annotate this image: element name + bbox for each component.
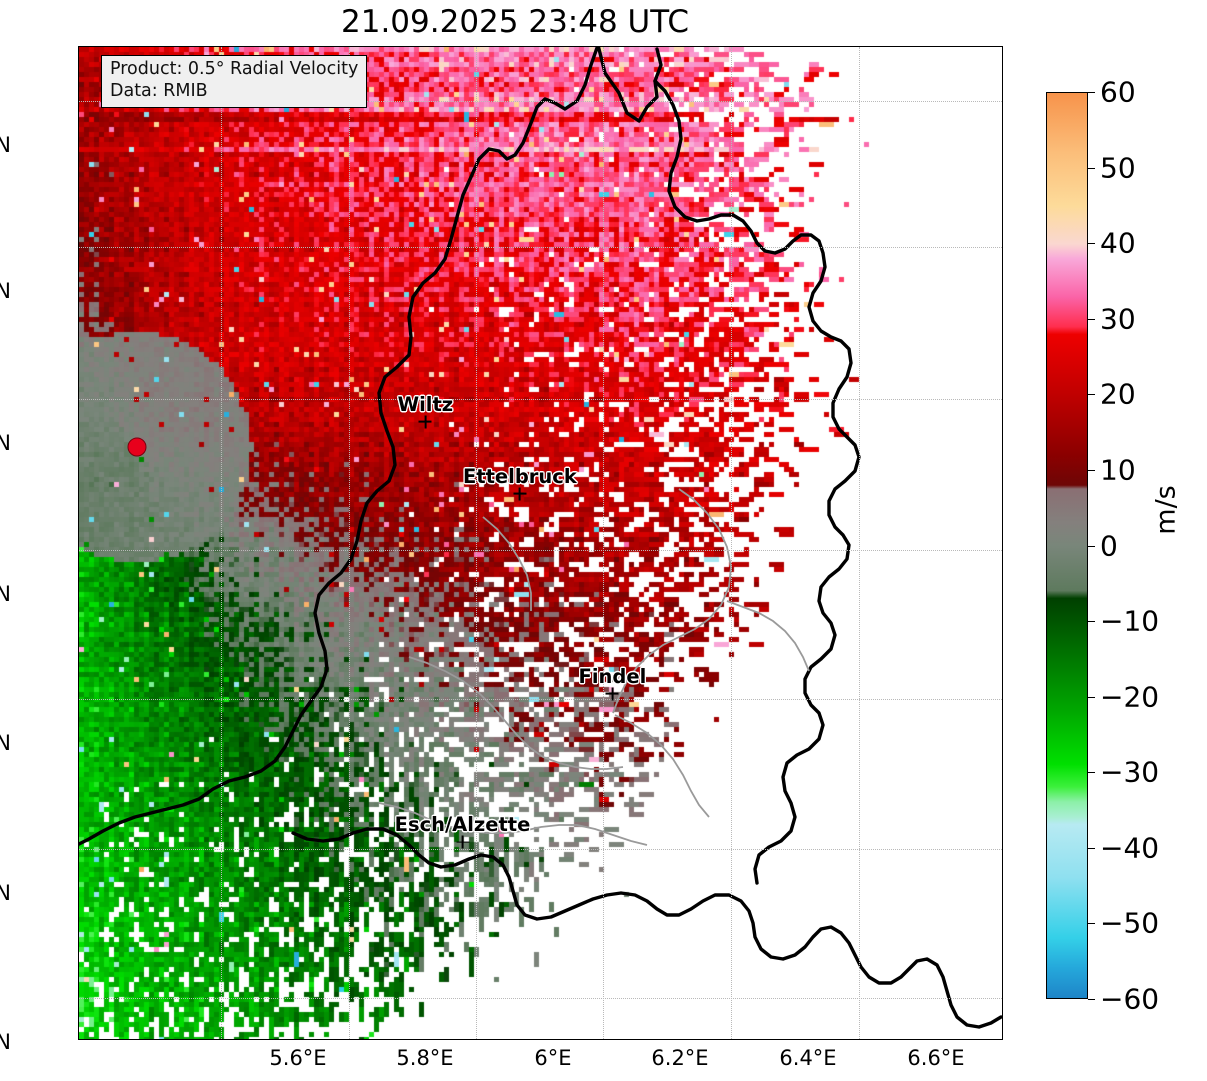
colorbar-tick [1088, 923, 1095, 925]
x-tick-label: 6.2°E [651, 1046, 709, 1070]
x-tick-label: 6°E [534, 1046, 572, 1070]
info-product-line: Product: 0.5° Radial Velocity [110, 59, 359, 79]
city-cross-icon [456, 836, 469, 849]
y-tick-label: 49.35°N [0, 1030, 11, 1054]
colorbar-tick-label: −40 [1100, 831, 1160, 865]
city-label: Ettelbruck [462, 464, 577, 488]
colorbar-tick-label: 50 [1100, 151, 1136, 185]
colorbar-tick-label: −50 [1100, 906, 1160, 940]
river-line-5 [726, 600, 810, 672]
x-tick-label: 6.6°E [907, 1046, 965, 1070]
colorbar-tick [1088, 621, 1095, 623]
colorbar-title: m/s [1150, 485, 1182, 535]
colorbar: 60 50 40 30 20 10 0 −10 −20 −30 −40 −50 −60 [1046, 76, 1159, 1016]
city-cross-icon [513, 487, 526, 500]
y-tick-label: 50.1°N [0, 279, 11, 303]
colorbar-tick [1088, 92, 1095, 93]
colorbar-tick-label: 40 [1100, 226, 1136, 260]
colorbar-tick [1088, 999, 1095, 1000]
colorbar-tick [1088, 394, 1095, 396]
city-label: Esch/Alzette [394, 813, 531, 837]
map-vector-layer [79, 47, 1002, 1029]
y-tick-label: 50.25°N [0, 133, 11, 157]
y-tick-label: 49.95°N [0, 431, 11, 455]
colorbar-tick [1088, 469, 1095, 471]
colorbar-tick [1088, 772, 1095, 774]
y-tick-label: 49.5°N [0, 881, 11, 905]
colorbar-tick-label: −30 [1100, 755, 1160, 789]
colorbar-tick-label: −20 [1100, 680, 1160, 714]
country-border-luxembourg [79, 47, 663, 846]
colorbar-tick [1088, 847, 1095, 849]
colorbar-tick [1088, 243, 1095, 245]
colorbar-tick [1088, 167, 1095, 169]
colorbar-gradient [1047, 93, 1087, 998]
city-cross-icon [606, 687, 619, 700]
colorbar-tick-label: 30 [1100, 302, 1136, 336]
colorbar-tick-label: 20 [1100, 377, 1136, 411]
y-tick-label: 49.65°N [0, 731, 11, 755]
radar-site-marker [127, 437, 147, 457]
river-line-6 [482, 516, 532, 611]
river-line-4 [614, 714, 710, 818]
colorbar-tick-label: −10 [1100, 604, 1160, 638]
colorbar-gradient-box [1046, 92, 1088, 999]
country-border-south [291, 827, 1002, 1029]
city-label: Findel [578, 664, 647, 688]
page-title: 21.09.2025 23:48 UTC [341, 4, 689, 40]
river-line-3 [378, 802, 648, 846]
colorbar-tick [1088, 318, 1095, 320]
y-tick-label: 49.8°N [0, 582, 11, 606]
radar-plot-area: Wiltz Ettelbruck Findel Esch/Alzette Produc… [78, 46, 1003, 1040]
river-line-2 [408, 656, 624, 770]
colorbar-tick-label: −60 [1100, 982, 1160, 1016]
info-data-line: Data: RMIB [110, 80, 208, 101]
x-tick-label: 5.6°E [269, 1046, 327, 1070]
river-line-1 [612, 488, 732, 714]
city-label: Wiltz [397, 392, 454, 416]
colorbar-tick [1088, 696, 1095, 698]
product-info-box: Product: 0.5° Radial Velocity Data: RMIB [101, 55, 368, 108]
x-tick-label: 6.4°E [779, 1046, 837, 1070]
colorbar-tick-label: 60 [1100, 75, 1136, 109]
x-tick-label: 5.8°E [396, 1046, 454, 1070]
colorbar-tick-label: 0 [1100, 529, 1118, 562]
country-border-east [653, 79, 861, 885]
colorbar-tick [1088, 545, 1095, 547]
colorbar-tick-label: 10 [1100, 453, 1136, 487]
city-cross-icon [419, 415, 432, 428]
